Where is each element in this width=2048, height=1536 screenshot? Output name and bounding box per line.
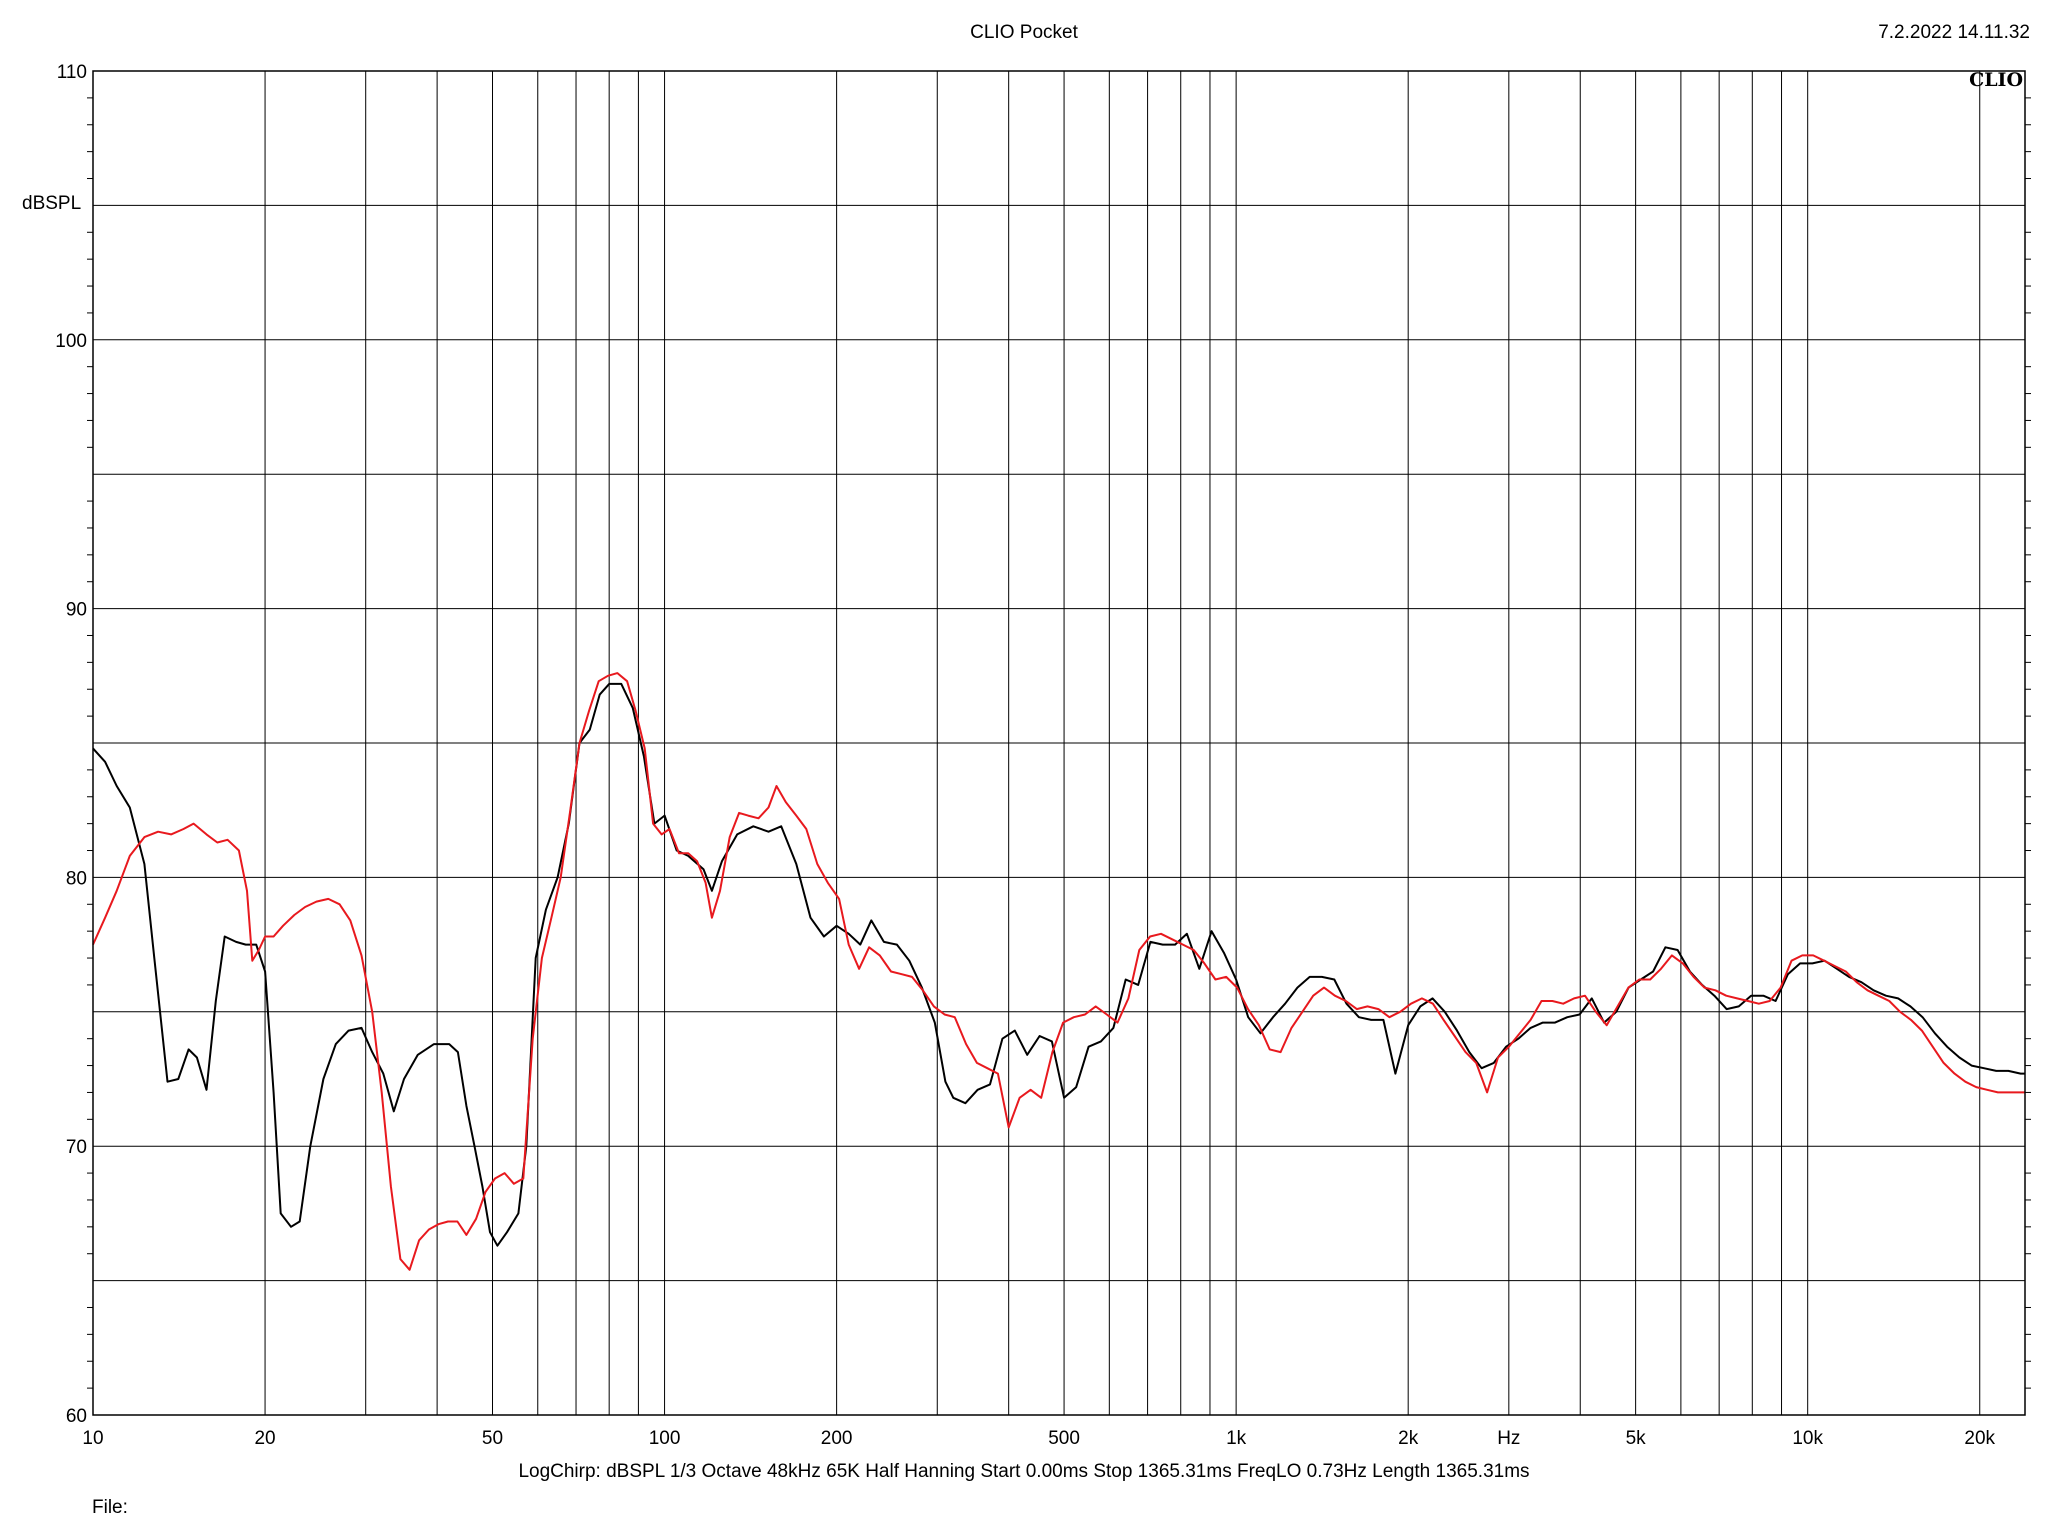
x-tick-label: 5k <box>1626 1428 1647 1449</box>
y-tick-label: 70 <box>66 1137 87 1158</box>
x-tick-label: 20k <box>1964 1428 1995 1449</box>
y-tick-label: 100 <box>55 331 87 352</box>
clio-logo: CLIO <box>1969 69 2023 91</box>
y-tick-label: 90 <box>66 600 87 621</box>
x-tick-label: 10 <box>82 1428 103 1449</box>
x-tick-label: 200 <box>821 1428 853 1449</box>
series-line-black <box>92 682 2025 1247</box>
series-line-red <box>92 672 2025 1271</box>
x-tick-label: 50 <box>482 1428 503 1449</box>
x-tick-label: 10k <box>1792 1428 1823 1449</box>
x-tick-label: 20 <box>254 1428 275 1449</box>
chart-timestamp: 7.2.2022 14.11.32 <box>1878 22 2030 43</box>
x-tick-label: 1k <box>1226 1428 1247 1449</box>
plot-frame <box>92 70 2026 1416</box>
x-tick-label: 2k <box>1398 1428 1419 1449</box>
y-tick-label: 80 <box>66 868 87 889</box>
y-tick-label: 60 <box>66 1406 87 1427</box>
x-tick-label: 500 <box>1048 1428 1080 1449</box>
grid <box>87 71 2031 1415</box>
y-tick-labels: 60 70 80 90 100 110 <box>55 62 87 1427</box>
y-axis-label: dBSPL <box>22 193 82 214</box>
chart-title: CLIO Pocket <box>970 22 1078 43</box>
measurement-settings-footer: LogChirp: dBSPL 1/3 Octave 48kHz 65K Hal… <box>518 1461 1530 1482</box>
x-tick-label: 100 <box>649 1428 681 1449</box>
file-label: File: <box>92 1497 128 1518</box>
x-tick-labels: 10 20 50 100 200 500 1k 2k 5k 10k 20k Hz <box>82 1428 1995 1449</box>
x-tick-label: Hz <box>1497 1428 1520 1449</box>
y-tick-label: 110 <box>57 62 87 83</box>
series-lines <box>92 672 2025 1271</box>
